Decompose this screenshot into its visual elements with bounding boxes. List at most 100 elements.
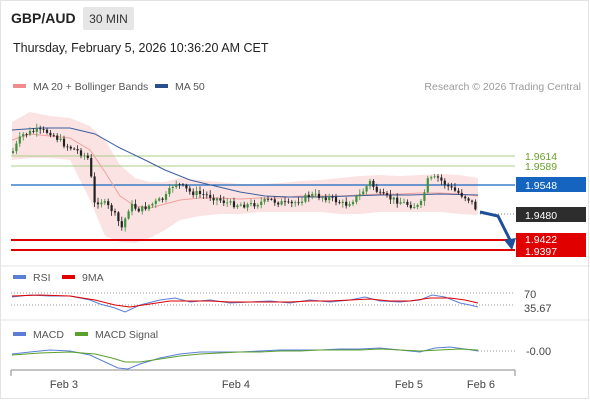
- x-axis-label-feb5: Feb 5: [395, 379, 423, 391]
- candle-body: [232, 201, 236, 208]
- candle-body: [263, 198, 266, 202]
- rsi-ma-legend-swatch: [62, 275, 75, 279]
- last-price-label-bg: [516, 207, 586, 222]
- candle-body: [351, 201, 355, 205]
- candle-body: [113, 211, 117, 213]
- candle-body: [464, 196, 467, 199]
- macd-value-label: -0.00: [526, 346, 551, 358]
- candle-body: [355, 195, 358, 202]
- candle-body: [379, 191, 382, 193]
- candle-body: [137, 208, 140, 212]
- candle-body: [35, 128, 38, 132]
- rsi-ma-line: [11, 294, 479, 308]
- candle-body: [348, 204, 351, 206]
- candle-body: [209, 194, 212, 198]
- candle-body: [18, 136, 21, 144]
- candle-body: [39, 128, 42, 130]
- candle-body: [32, 130, 35, 132]
- candle-body: [256, 205, 259, 207]
- candle-body: [334, 196, 338, 203]
- ma20-line: [11, 133, 479, 209]
- macd-signal-legend-swatch: [75, 332, 88, 336]
- candle-body: [15, 143, 18, 152]
- candle-body: [154, 200, 157, 204]
- candle-body: [341, 201, 344, 204]
- candle-body: [311, 193, 314, 197]
- candle-body: [314, 193, 317, 195]
- candle-body: [474, 201, 477, 210]
- candle-body: [103, 201, 106, 203]
- candle-body: [253, 203, 256, 207]
- x-axis-label-feb4: Feb 4: [222, 379, 250, 391]
- candle-body: [192, 191, 195, 196]
- bollinger-band-area: [12, 112, 478, 243]
- candle-body: [164, 194, 168, 200]
- candlestick-series: [11, 123, 477, 232]
- candle-body: [304, 194, 307, 202]
- candle-body: [436, 176, 440, 178]
- candle-body: [69, 146, 72, 149]
- candle-body: [22, 134, 25, 137]
- candle-body: [450, 186, 453, 188]
- macd-legend-label: MACD: [33, 329, 64, 341]
- candle-body: [396, 197, 399, 204]
- candle-body: [402, 201, 406, 203]
- candle-body: [158, 198, 161, 201]
- bollinger-legend-label: MA 20 + Bollinger Bands: [33, 81, 148, 93]
- rsi-legend-label: RSI: [33, 272, 51, 284]
- rsi-ma-legend-label: 9MA: [82, 272, 104, 284]
- chart-datetime: Thursday, February 5, 2026 10:36:20 AM C…: [13, 41, 269, 55]
- candle-body: [324, 197, 327, 201]
- candle-body: [130, 203, 134, 212]
- candle-body: [229, 201, 232, 203]
- candle-body: [294, 202, 297, 204]
- candle-body: [76, 148, 79, 151]
- candle-body: [120, 221, 123, 228]
- candle-body: [222, 200, 225, 204]
- support-1-label-bg: [516, 233, 586, 245]
- candle-body: [249, 203, 253, 205]
- macd-legend-swatch: [13, 332, 26, 336]
- support-2-label: 1.9397: [525, 246, 557, 258]
- ma50-legend-swatch: [155, 84, 168, 88]
- candle-body: [382, 192, 385, 194]
- rsi-value-label: 35.67: [524, 303, 552, 315]
- candle-body: [389, 194, 392, 200]
- candle-body: [328, 196, 331, 201]
- candle-body: [440, 177, 443, 181]
- candle-body: [86, 155, 89, 158]
- candle-body: [90, 157, 93, 177]
- candle-body: [205, 194, 208, 196]
- candle-body: [219, 198, 222, 201]
- credit-text: Research © 2026 Trading Central: [424, 81, 581, 93]
- candle-body: [134, 203, 137, 209]
- candle-body: [83, 155, 86, 157]
- support-2-label-bg: [516, 245, 586, 257]
- candle-body: [151, 203, 154, 206]
- candle-body: [447, 184, 450, 187]
- candle-body: [399, 202, 402, 204]
- x-axis-label-feb3: Feb 3: [50, 379, 78, 391]
- candle-body: [430, 177, 433, 179]
- candle-body: [413, 206, 416, 208]
- pivot-label: 1.9548: [525, 180, 557, 192]
- candle-body: [107, 201, 110, 206]
- macd-signal-line: [11, 348, 479, 363]
- candle-body: [365, 186, 368, 192]
- candle-body: [96, 202, 100, 205]
- candle-body: [470, 200, 474, 202]
- candle-body: [443, 180, 446, 185]
- candle-body: [49, 132, 52, 136]
- candle-body: [171, 186, 174, 189]
- timeframe-button[interactable]: 30 MIN: [83, 7, 134, 30]
- candle-body: [277, 202, 280, 205]
- candle-body: [62, 138, 66, 147]
- candle-body: [59, 138, 62, 140]
- resistance-1-label: 1.9589: [525, 161, 557, 173]
- candle-body: [161, 198, 164, 200]
- candle-body: [362, 191, 365, 195]
- candle-body: [375, 186, 378, 192]
- candle-body: [331, 196, 334, 198]
